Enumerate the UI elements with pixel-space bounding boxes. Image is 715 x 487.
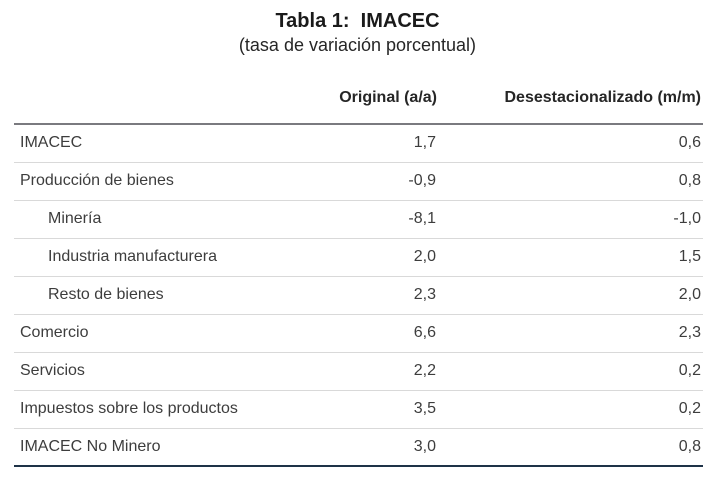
header-label-column — [14, 57, 322, 124]
row-label: Resto de bienes — [48, 286, 164, 303]
table-row: Resto de bienes 2,3 2,0 — [14, 276, 703, 314]
row-desestacionalizado-value: 1,5 — [678, 248, 701, 265]
row-original-value: 2,0 — [413, 248, 436, 265]
row-desestacionalizado-value: 0,2 — [678, 362, 701, 379]
table-subtitle: (tasa de variación porcentual) — [238, 35, 477, 55]
row-label: IMACEC — [20, 134, 83, 152]
table-row: Impuestos sobre los productos 3,5 0,2 — [14, 390, 703, 428]
table-row: Industria manufacturera 2,0 1,5 — [14, 238, 703, 276]
header-original: Original (a/a) — [339, 89, 437, 106]
row-desestacionalizado-value: 0,8 — [678, 437, 701, 455]
row-label: Producción de bienes — [20, 172, 174, 189]
table-row: Servicios 2,2 0,2 — [14, 352, 703, 390]
row-original-value: 2,3 — [413, 286, 436, 303]
table-row: IMACEC 1,7 0,6 — [14, 124, 703, 162]
table-title: Tabla 1: IMACEC — [275, 10, 440, 32]
row-original-value: -8,1 — [408, 210, 436, 227]
row-label: Impuestos sobre los productos — [20, 400, 238, 417]
imacec-table: Original (a/a) Desestacionalizado (m/m) … — [14, 57, 703, 467]
table-row: Producción de bienes -0,9 0,8 — [14, 162, 703, 200]
row-desestacionalizado-value: 0,6 — [678, 134, 701, 152]
row-label: Industria manufacturera — [48, 248, 217, 265]
row-desestacionalizado-value: 0,8 — [678, 172, 701, 189]
table-row: Minería -8,1 -1,0 — [14, 200, 703, 238]
row-original-value: 6,6 — [413, 324, 436, 341]
row-desestacionalizado-value: 0,2 — [678, 400, 701, 417]
row-label: Servicios — [20, 362, 85, 379]
table-header-row: Original (a/a) Desestacionalizado (m/m) — [14, 57, 703, 124]
table-row: Comercio 6,6 2,3 — [14, 314, 703, 352]
table-row: IMACEC No Minero 3,0 0,8 — [14, 428, 703, 466]
row-desestacionalizado-value: 2,0 — [678, 286, 701, 303]
row-label: Comercio — [20, 324, 89, 341]
row-original-value: -0,9 — [408, 172, 436, 189]
row-desestacionalizado-value: 2,3 — [678, 324, 701, 341]
table-body: IMACEC 1,7 0,6 Producción de bienes -0,9… — [14, 124, 703, 466]
row-label: Minería — [48, 210, 102, 227]
row-desestacionalizado-value: -1,0 — [673, 210, 701, 227]
row-original-value: 3,5 — [413, 400, 436, 417]
row-original-value: 2,2 — [413, 362, 436, 379]
row-label: IMACEC No Minero — [20, 437, 161, 455]
row-original-value: 1,7 — [413, 134, 436, 152]
row-original-value: 3,0 — [413, 437, 436, 455]
header-desestacionalizado: Desestacionalizado (m/m) — [504, 89, 702, 106]
